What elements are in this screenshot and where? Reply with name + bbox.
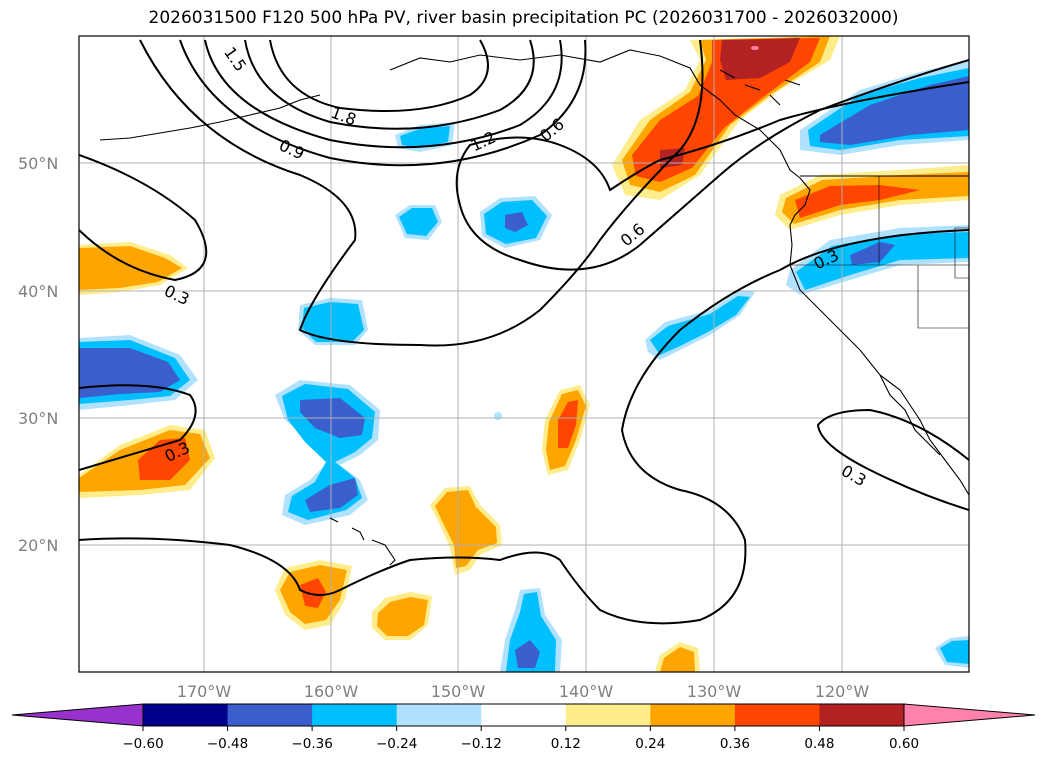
lon-label: 150°W (431, 682, 486, 701)
lat-label: 40°N (18, 282, 58, 301)
shade-ca-dark (850, 242, 895, 265)
shade-pnw-peak (751, 46, 759, 50)
shade-c13-mid (940, 640, 969, 664)
plot-frame (78, 35, 970, 673)
shade-c3-dark (505, 212, 528, 232)
lat-label: 30°N (18, 409, 58, 428)
hawaii (329, 517, 396, 566)
contour-1-2 (179, 39, 587, 167)
colorbar-cell (396, 704, 482, 726)
contour-0-9 (139, 39, 704, 347)
contour-0-3-w (79, 384, 197, 471)
contour-0-6-b (455, 81, 969, 206)
contour-1-5 (204, 39, 563, 149)
colorbar-tick-label: −0.12 (461, 736, 502, 752)
map-title: 2026031500 F120 500 hPa PV, river basin … (148, 8, 899, 28)
colorbar-tick-label: −0.24 (376, 736, 417, 752)
shade-c6-high (558, 400, 578, 448)
shade-c12-mid (660, 647, 695, 672)
shade-w40-mid (79, 246, 182, 290)
pv-contours (79, 39, 969, 625)
colorbar-cell (143, 704, 229, 726)
shade-nrockies-dark (820, 76, 969, 145)
lat-labels: 50°N 40°N 30°N 20°N (18, 154, 58, 555)
shade-pnw-max (720, 38, 800, 80)
colorbar-cell (227, 704, 313, 726)
shade-tiny (494, 412, 502, 420)
contour-0-3-se (816, 408, 969, 511)
lon-label: 170°W (177, 682, 232, 701)
shade-c10-dark (515, 640, 540, 668)
aleutians (99, 94, 321, 141)
colorbar-tick-label: 0.24 (635, 736, 665, 752)
bc-coast (789, 177, 811, 226)
contour-0-6-c (459, 59, 969, 271)
lat-label: 20°N (18, 536, 58, 555)
colorbar-cell (734, 704, 820, 726)
contour-1-8-inner (269, 39, 489, 112)
colorbar: −0.60 −0.48 −0.36 −0.24 −0.12 0.12 0.24 0.36 0.4… (11, 703, 1036, 752)
shade-c2-mid (399, 208, 438, 236)
lon-label: 130°W (687, 682, 742, 701)
graticule (79, 36, 969, 672)
colorbar-extend-right (903, 703, 1036, 727)
contour-0-3-main (79, 229, 969, 625)
colorbar-cell (650, 704, 736, 726)
lon-labels: 170°W 160°W 150°W 140°W 130°W 120°W (177, 682, 870, 701)
colorbar-tick-label: −0.60 (122, 736, 163, 752)
colorbar-cell (312, 704, 398, 726)
colorbar-tick-label: −0.48 (207, 736, 248, 752)
colorbar-cell (565, 704, 651, 726)
colorbar-tick-label: 0.60 (889, 736, 919, 752)
contour-0-6-a (79, 154, 208, 282)
lon-label: 160°W (304, 682, 359, 701)
state-line-4 (954, 227, 969, 279)
colorbar-tick-label: 0.48 (804, 736, 834, 752)
colorbar-tick-label: −0.36 (291, 736, 332, 752)
shade-wa-high (795, 185, 920, 218)
colorbar-ticks: −0.60 −0.48 −0.36 −0.24 −0.12 0.12 0.24 0.36 0.4… (122, 726, 919, 752)
colorbar-tick-label: 0.12 (551, 736, 581, 752)
coastlines (99, 49, 969, 566)
plot-area: 1.5 1.8 0.9 1.2 0.6 0.6 0.3 0.3 0.3 0.3 (79, 36, 969, 672)
colorbar-cells (143, 704, 905, 726)
colorbar-extend-left (11, 703, 144, 727)
shade-c8-high (300, 578, 326, 608)
shade-pnw-high (632, 38, 820, 182)
lon-label: 120°W (815, 682, 870, 701)
shade-c11-mid (650, 296, 750, 355)
colorbar-cell (819, 704, 905, 726)
baja (879, 374, 941, 456)
shade-c1-mid (400, 126, 450, 148)
colorbar-cell (481, 704, 567, 726)
shade-c7-mid (435, 490, 497, 568)
shade-c9-mid (377, 597, 428, 636)
colorbar-frame (142, 703, 905, 727)
colorbar-tick-label: 0.36 (720, 736, 750, 752)
lat-label: 50°N (18, 154, 58, 173)
alaska-coast (389, 49, 801, 179)
shade-c4-mid (302, 302, 364, 342)
contour-1-8 (244, 39, 535, 130)
state-line-3 (917, 265, 969, 329)
ak-islands (719, 69, 801, 106)
lon-label: 140°W (559, 682, 614, 701)
